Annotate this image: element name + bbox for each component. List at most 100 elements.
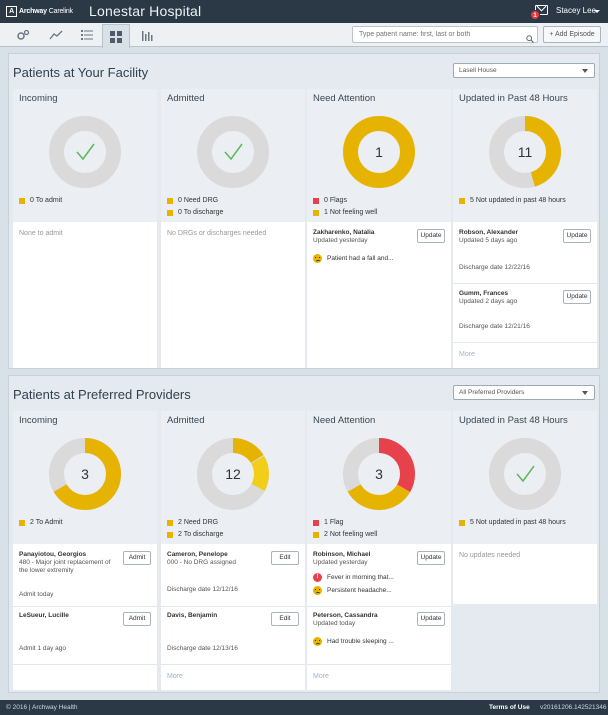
patient-updated: Updated 5 days ago <box>459 237 518 244</box>
card-title: Updated in Past 48 Hours <box>459 93 568 104</box>
patient-name[interactable]: Robinson, Michael <box>313 551 371 558</box>
section-title: Patients at Your Facility <box>13 65 149 80</box>
facility-section: Patients at Your Facility Lasell House I… <box>8 53 600 369</box>
discharge-date: Discharge date 12/12/16 <box>167 586 238 593</box>
terms-link[interactable]: Terms of Use <box>489 704 530 711</box>
patient-drg: 000 - No DRG assigned <box>167 559 237 566</box>
facility-selector-value: Lasell House <box>459 67 497 74</box>
update-button[interactable]: Update <box>417 551 445 565</box>
attention-card: Need Attention 1 0 Flags 1 Not feeling w… <box>307 89 451 368</box>
discharge-date: Discharge date 12/22/16 <box>459 264 530 271</box>
check-icon <box>516 465 535 483</box>
more-link[interactable]: More <box>167 673 183 680</box>
top-bar: A Archway Carelink Lonestar Hospital 1 S… <box>0 0 608 23</box>
legend-to-discharge: 2 To discharge <box>167 531 223 538</box>
legend-not-feeling-well: 2 Not feeling well <box>313 531 377 538</box>
update-button[interactable]: Update <box>417 612 445 626</box>
edit-button[interactable]: Edit <box>271 551 299 565</box>
legend-to-admit: 2 To Admit <box>19 519 63 526</box>
legend-flags: 0 Flags <box>313 197 347 204</box>
patient-note: Had trouble sleeping ... <box>313 637 394 646</box>
patient-note: Persistent headache... <box>313 586 392 595</box>
user-menu[interactable]: Stacey Lee <box>556 6 597 15</box>
admitted-card: Admitted 0 Need DRG 0 To discharge No DR… <box>161 89 305 368</box>
footer: © 2016 | Archway Health Terms of Use v20… <box>0 700 608 715</box>
search-icon[interactable] <box>526 30 534 48</box>
admit-button[interactable]: Admit <box>123 551 151 565</box>
card-title: Need Attention <box>313 93 376 104</box>
updated-donut: 11 <box>489 116 561 188</box>
donut-center-value: 3 <box>81 466 89 482</box>
updated-donut <box>489 438 561 510</box>
archway-logo[interactable]: A Archway Carelink <box>6 5 73 18</box>
logo-brand: Archway <box>19 8 47 15</box>
admit-status: Admit today <box>19 591 54 598</box>
bar-chart-icon[interactable] <box>134 24 162 46</box>
not-updated-segment <box>489 116 561 188</box>
update-button[interactable]: Update <box>563 229 591 243</box>
legend-to-admit: 0 To admit <box>19 197 62 204</box>
attention-card: Need Attention 3 1 Flag 2 Not feeling we… <box>307 411 451 690</box>
card-title: Admitted <box>167 415 205 426</box>
list-icon[interactable] <box>73 24 101 46</box>
incoming-card: Incoming 0 To admit None to admit <box>13 89 157 368</box>
legend-need-drg: 2 Need DRG <box>167 519 218 526</box>
edit-button[interactable]: Edit <box>271 612 299 626</box>
facility-selector[interactable]: Lasell House <box>453 63 595 78</box>
add-episode-button[interactable]: + Add Episode <box>543 26 601 43</box>
to-admit-segment <box>49 438 121 510</box>
patient-name[interactable]: Zakharenko, Natalia <box>313 229 375 236</box>
admit-button[interactable]: Admit <box>123 612 151 626</box>
provider-selector-value: All Preferred Providers <box>459 389 525 396</box>
patient-updated: Updated 2 days ago <box>459 298 518 305</box>
donut-center-value: 12 <box>225 466 241 482</box>
legend-not-updated: 5 Not updated in past 48 hours <box>459 519 566 526</box>
facility-title: Lonestar Hospital <box>89 3 202 19</box>
card-title: Incoming <box>19 415 58 426</box>
sad-face-icon <box>313 586 322 595</box>
donut-center-value: 3 <box>375 466 383 482</box>
updated-card: Updated in Past 48 Hours 5 Not updated i… <box>453 411 597 604</box>
donut-center-value: 1 <box>375 144 383 160</box>
empty-message: None to admit <box>19 230 63 237</box>
chevron-down-icon <box>582 69 588 73</box>
update-button[interactable]: Update <box>417 229 445 243</box>
chevron-down-icon[interactable] <box>594 10 600 13</box>
patient-search-input[interactable] <box>352 26 538 43</box>
admitted-donut: 12 <box>197 438 269 510</box>
legend-not-feeling-well: 1 Not feeling well <box>313 209 377 216</box>
patient-note: Patient had a fall and... <box>313 254 394 263</box>
flag-icon: ! <box>313 573 322 582</box>
patient-updated: Updated today <box>313 620 356 627</box>
patient-name[interactable]: Panayiotou, Georgios <box>19 551 87 558</box>
more-link[interactable]: More <box>459 351 475 358</box>
more-link[interactable]: More <box>313 673 329 680</box>
provider-selector[interactable]: All Preferred Providers <box>453 385 595 400</box>
grid-icon[interactable] <box>102 24 130 48</box>
legend-flag: 1 Flag <box>313 519 343 526</box>
discharge-date: Discharge date 12/13/16 <box>167 645 238 652</box>
gears-icon[interactable] <box>9 24 37 46</box>
update-button[interactable]: Update <box>563 290 591 304</box>
logo-product: Carelink <box>48 8 73 15</box>
card-title: Updated in Past 48 Hours <box>459 415 568 426</box>
patient-name[interactable]: Robson, Alexander <box>459 229 518 236</box>
updated-card: Updated in Past 48 Hours 11 5 Not update… <box>453 89 597 368</box>
incoming-donut <box>49 116 121 188</box>
patient-name[interactable]: Peterson, Cassandra <box>313 612 378 619</box>
patient-updated: Updated yesterday <box>313 237 368 244</box>
legend-need-drg: 0 Need DRG <box>167 197 218 204</box>
trend-icon[interactable] <box>42 24 70 46</box>
patient-name[interactable]: Davis, Benjamin <box>167 612 218 619</box>
patient-name[interactable]: Gumm, Frances <box>459 290 509 297</box>
check-icon <box>76 143 95 161</box>
patient-name[interactable]: LeSueur, Lucille <box>19 612 69 619</box>
legend-to-discharge: 0 To discharge <box>167 209 223 216</box>
check-icon <box>224 143 243 161</box>
discharge-date: Discharge date 12/21/16 <box>459 323 530 330</box>
toolbar: + Add Episode <box>0 23 608 48</box>
version: v20161206.142521346 <box>540 704 607 711</box>
admitted-donut <box>197 116 269 188</box>
admit-status: Admit 1 day ago <box>19 645 66 652</box>
patient-name[interactable]: Cameron, Penelope <box>167 551 228 558</box>
